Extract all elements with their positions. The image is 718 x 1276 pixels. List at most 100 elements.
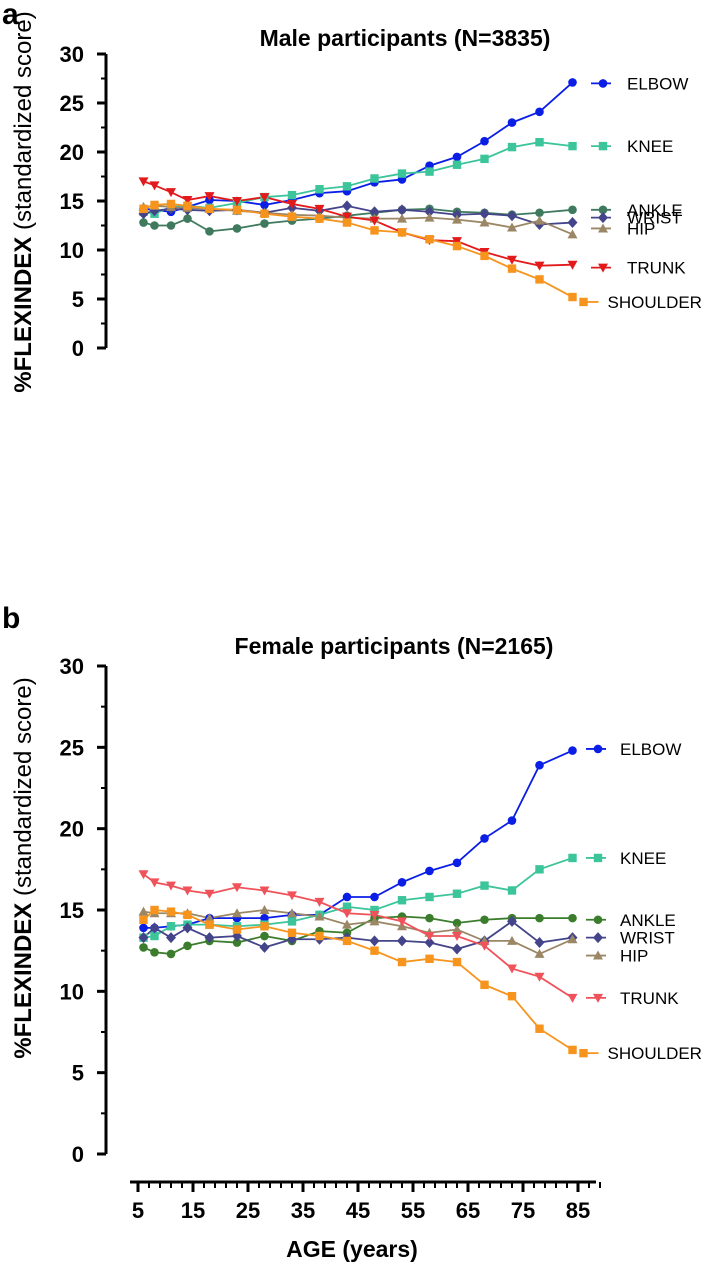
chart-title-male: Male participants (N=3835) <box>260 25 551 51</box>
data-point-shoulder <box>232 925 242 934</box>
data-point-shoulder <box>260 209 269 218</box>
data-point-trunk <box>507 255 517 265</box>
data-point-trunk <box>507 964 517 974</box>
data-point-hip <box>534 215 545 225</box>
data-point-ankle <box>568 205 577 215</box>
data-point-knee <box>535 138 544 147</box>
y-axis-label-main: %FLEXINDEX <box>10 237 37 393</box>
data-point-elbow <box>480 136 489 146</box>
data-point-knee <box>370 905 379 915</box>
data-point-elbow <box>260 913 269 923</box>
panel-letter-b: b <box>2 602 20 635</box>
y-tick-label: 10 <box>60 238 84 263</box>
data-point-wrist <box>138 932 149 944</box>
data-point-elbow <box>452 152 462 162</box>
data-point-ankle <box>150 947 159 957</box>
data-point-shoulder <box>342 936 352 946</box>
data-point-elbow <box>480 834 489 843</box>
data-point-trunk <box>314 204 325 214</box>
data-point-hip <box>452 214 462 224</box>
data-point-shoulder <box>150 200 159 210</box>
data-point-wrist <box>397 935 407 947</box>
data-point-wrist <box>369 206 380 218</box>
data-point-wrist <box>507 915 517 927</box>
data-point-trunk <box>397 917 407 927</box>
data-point-knee <box>452 889 462 898</box>
data-point-trunk <box>138 870 149 880</box>
data-point-hip <box>397 213 407 223</box>
data-point-hip <box>452 924 462 934</box>
data-point-trunk <box>149 181 160 191</box>
data-point-shoulder <box>139 915 148 924</box>
series-line-shoulder <box>142 909 573 1051</box>
data-point-trunk <box>369 910 380 920</box>
data-point-shoulder <box>452 241 462 251</box>
data-point-shoulder <box>480 251 489 261</box>
series-lines-female <box>142 749 573 1051</box>
data-point-knee <box>397 169 407 178</box>
data-point-trunk <box>166 881 176 891</box>
y-tick-label: 25 <box>60 91 84 116</box>
legend-label-ankle: ANKLE <box>620 911 676 930</box>
data-point-shoulder <box>205 204 214 214</box>
legend-label-trunk: TRUNK <box>627 259 686 278</box>
data-point-shoulder <box>287 928 297 937</box>
legend-label-elbow: ELBOW <box>627 74 688 93</box>
data-point-hip <box>567 934 578 944</box>
data-point-shoulder <box>370 946 379 955</box>
data-point-hip <box>259 905 270 914</box>
y-axis-label-male: %FLEXINDEX (standardized score) <box>10 11 37 392</box>
x-axis-label: AGE (years) <box>286 1236 418 1262</box>
data-point-shoulder <box>507 992 517 1001</box>
y-tick-label: 30 <box>60 42 84 67</box>
data-point-shoulder <box>397 228 407 237</box>
data-point-trunk <box>182 196 193 206</box>
data-point-trunk <box>166 188 176 198</box>
data-point-trunk <box>369 216 380 226</box>
data-point-hip <box>424 212 435 222</box>
data-point-wrist <box>369 935 380 947</box>
y-tick-label: 0 <box>72 1142 84 1167</box>
data-point-ankle <box>183 214 192 223</box>
legend-label-knee: KNEE <box>620 849 666 868</box>
data-point-ankle <box>480 915 489 925</box>
data-point-ankle <box>535 913 544 923</box>
data-point-hip <box>204 913 215 923</box>
data-point-trunk <box>232 883 242 893</box>
data-point-wrist <box>259 941 270 953</box>
data-point-hip <box>314 911 325 921</box>
data-point-shoulder <box>397 957 407 967</box>
x-tick-label: 25 <box>236 1198 260 1223</box>
legend-marker-ankle <box>593 915 603 925</box>
data-point-trunk <box>452 237 462 247</box>
data-point-elbow <box>342 892 352 902</box>
data-point-elbow <box>507 118 517 127</box>
data-point-shoulder <box>139 204 148 214</box>
data-point-wrist <box>166 932 176 944</box>
data-point-hip <box>232 908 242 918</box>
data-point-shoulder <box>315 931 324 941</box>
axes-female: 0 5 10 15 20 25 30 <box>60 654 108 1167</box>
legend-label-knee: KNEE <box>627 137 673 156</box>
data-point-trunk <box>149 878 160 888</box>
x-tick-label: 15 <box>181 1198 205 1223</box>
legend-marker-hip <box>593 950 603 960</box>
data-point-elbow <box>452 858 462 868</box>
data-point-wrist <box>182 922 193 934</box>
data-point-ankle <box>535 208 544 218</box>
y-tick-label: 20 <box>60 817 84 842</box>
data-point-knee <box>287 190 297 200</box>
data-point-ankle <box>260 931 269 941</box>
y-tick-label: 5 <box>72 287 84 312</box>
data-point-ankle <box>139 943 148 952</box>
data-point-elbow <box>568 746 577 755</box>
data-point-shoulder <box>425 235 434 244</box>
y-axis-label-female: %FLEXINDEX (standardized score) <box>10 677 37 1058</box>
data-point-wrist <box>479 208 490 220</box>
data-point-trunk <box>342 212 352 222</box>
data-point-wrist <box>424 937 435 949</box>
data-point-trunk <box>342 909 352 919</box>
x-tick-label: 5 <box>132 1198 144 1223</box>
